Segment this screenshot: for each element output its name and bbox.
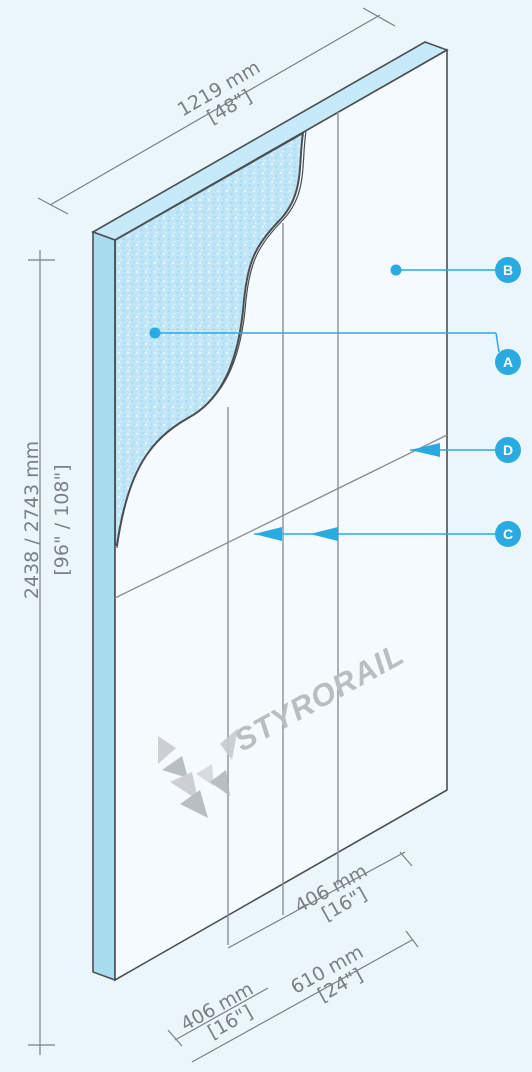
score-line — [114, 434, 448, 599]
height-in-label: [96" / 108"] — [51, 464, 73, 575]
callout-badge-a: A — [495, 349, 521, 375]
callout-b-dot — [390, 264, 402, 276]
callout-a-label: A — [503, 354, 513, 370]
callout-c-arrow-1 — [254, 527, 282, 541]
foam-panel — [91, 41, 449, 982]
callout-b-label: B — [503, 262, 513, 278]
callout-badge-b: B — [495, 257, 521, 283]
height-mm-label: 2438 / 2743 mm — [21, 441, 43, 599]
callout-badge-d: D — [495, 437, 521, 463]
callout-a-elbow — [495, 332, 500, 353]
height-dimension: 2438 / 2743 mm [96" / 108"] — [21, 250, 73, 1055]
callout-d-arrow — [410, 443, 440, 457]
panel-side-edge — [92, 230, 116, 982]
callout-c-arrow-2 — [310, 527, 338, 541]
callout-badge-c: C — [495, 521, 521, 547]
callout-d-label: D — [503, 442, 513, 458]
brand-logo — [158, 728, 238, 818]
callout-c-label: C — [503, 526, 513, 542]
callout-leaders — [149, 264, 496, 541]
callout-a-dot — [149, 327, 161, 339]
